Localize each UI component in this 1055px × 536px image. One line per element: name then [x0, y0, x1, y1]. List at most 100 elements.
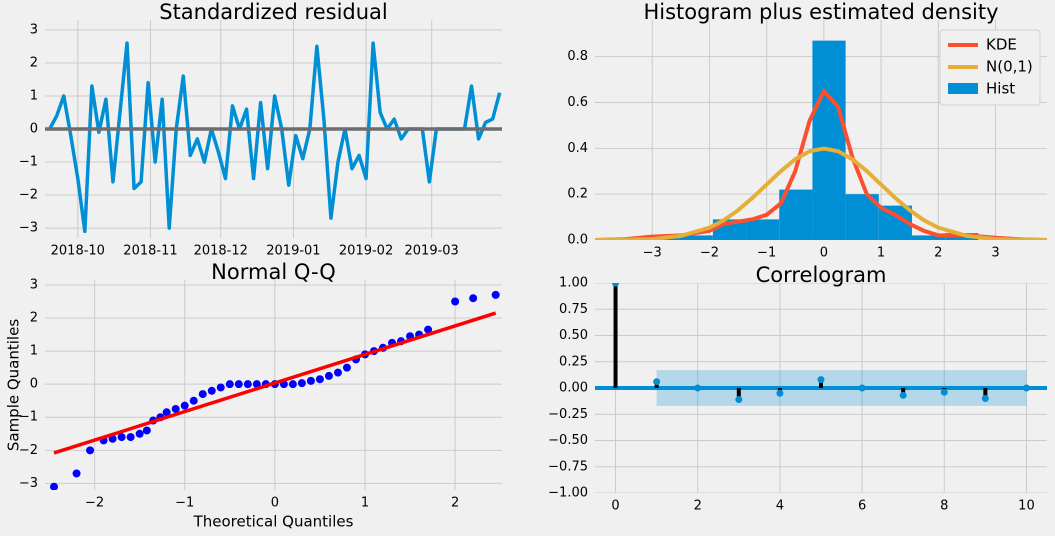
y-tick-label: 0.2	[567, 187, 588, 202]
qq-point	[491, 290, 500, 299]
qq-point	[162, 408, 171, 417]
acf-marker	[1022, 384, 1030, 392]
y-tick-label: 0.25	[559, 354, 588, 369]
x-tick-label: −1	[757, 246, 776, 261]
density-curve	[595, 146, 1047, 240]
x-tick-label: 2	[694, 499, 702, 514]
x-tick-label: 2019-01	[266, 244, 320, 259]
panel	[595, 20, 1047, 240]
y-tick-label: 0.75	[559, 302, 588, 317]
qq-point	[225, 380, 234, 389]
y-tick-label: 0.4	[567, 141, 588, 156]
qq-point	[252, 380, 261, 389]
x-tick-label: 2018-12	[194, 244, 248, 259]
x-tick-label: −2	[85, 496, 104, 511]
legend-swatch	[948, 83, 978, 94]
y-tick-label: −2	[19, 188, 38, 203]
qq-point	[189, 396, 198, 405]
acf-marker	[612, 283, 620, 287]
qq-point	[198, 390, 207, 399]
x-tick-label: −1	[175, 496, 194, 511]
y-axis-label: Sample Quantiles	[5, 319, 23, 451]
residual-line	[48, 41, 502, 234]
x-tick-label: 2018-10	[51, 244, 105, 259]
panel	[45, 280, 502, 490]
qq-point	[142, 426, 151, 435]
qq-point	[180, 401, 189, 410]
y-tick-label: 1	[30, 88, 38, 103]
qq-point	[171, 404, 180, 413]
x-axis-label: Theoretical Quantiles	[193, 513, 354, 531]
qq-point	[297, 379, 306, 388]
y-tick-label: 3	[30, 277, 38, 292]
panel-title: Standardized residual	[159, 0, 388, 24]
x-tick-label: 1	[361, 496, 369, 511]
y-tick-label: 0.50	[559, 328, 588, 343]
y-tick-label: 1.00	[559, 276, 588, 291]
qq-point	[72, 469, 81, 478]
panel-title: Normal Q-Q	[211, 260, 336, 284]
hist-bar	[812, 40, 846, 240]
density-curve	[595, 87, 1047, 240]
y-tick-label: −0.75	[548, 459, 588, 474]
y-tick-label: −0.25	[548, 407, 588, 422]
hist-bar	[679, 235, 713, 240]
fit-line	[53, 311, 497, 455]
legend-label: Hist	[986, 80, 1015, 98]
y-tick-label: 0.00	[559, 381, 588, 396]
y-tick-label: −1	[19, 155, 38, 170]
panel-title: Histogram plus estimated density	[643, 0, 998, 24]
legend-label: N(0,1)	[986, 58, 1033, 76]
x-tick-label: 4	[776, 499, 784, 514]
x-tick-label: 1	[877, 246, 885, 261]
qq-point	[288, 380, 297, 389]
x-tick-label: 8	[940, 499, 948, 514]
acf-marker	[981, 395, 989, 402]
qq-point	[243, 380, 252, 389]
x-tick-label: 3	[991, 246, 999, 261]
y-tick-label: −2	[19, 443, 38, 458]
x-tick-label: 2	[934, 246, 942, 261]
qq-point	[469, 294, 478, 303]
x-tick-label: 0	[820, 246, 828, 261]
y-tick-label: 2	[30, 311, 38, 326]
qq-point	[451, 297, 460, 306]
acf-marker	[817, 376, 825, 384]
y-tick-label: 0.0	[567, 233, 588, 248]
x-tick-label: 2019-02	[339, 244, 393, 259]
acf-marker	[694, 384, 702, 392]
x-tick-label: −2	[700, 246, 719, 261]
y-tick-label: −1	[19, 410, 38, 425]
x-tick-label: −3	[643, 246, 662, 261]
y-tick-label: −0.50	[548, 433, 588, 448]
acf-marker	[776, 389, 784, 397]
acf-marker	[940, 388, 948, 396]
legend-label: KDE	[986, 36, 1017, 54]
qq-point	[234, 380, 243, 389]
y-tick-label: −3	[19, 476, 38, 491]
hist-bar	[746, 219, 780, 240]
acf-marker	[858, 384, 866, 392]
panel	[45, 20, 502, 238]
panel-title: Correlogram	[756, 263, 887, 287]
x-tick-label: 0	[271, 496, 279, 511]
hist-bar	[911, 235, 946, 240]
panel	[595, 283, 1047, 493]
qq-point	[126, 433, 135, 442]
y-tick-label: 0	[30, 122, 38, 137]
y-tick-label: 0	[30, 377, 38, 392]
y-tick-label: 0.8	[567, 49, 588, 64]
y-tick-label: −3	[19, 221, 38, 236]
qq-point	[324, 371, 333, 380]
qq-point	[50, 482, 59, 490]
x-tick-label: 2018-11	[123, 244, 177, 259]
acf-marker	[653, 378, 661, 386]
x-tick-label: 0	[611, 499, 619, 514]
x-tick-label: 10	[1018, 499, 1035, 514]
qq-point	[342, 363, 351, 372]
y-tick-label: 2	[30, 55, 38, 70]
qq-point	[86, 446, 95, 455]
qq-point	[424, 325, 433, 334]
x-tick-label: 2	[451, 496, 459, 511]
